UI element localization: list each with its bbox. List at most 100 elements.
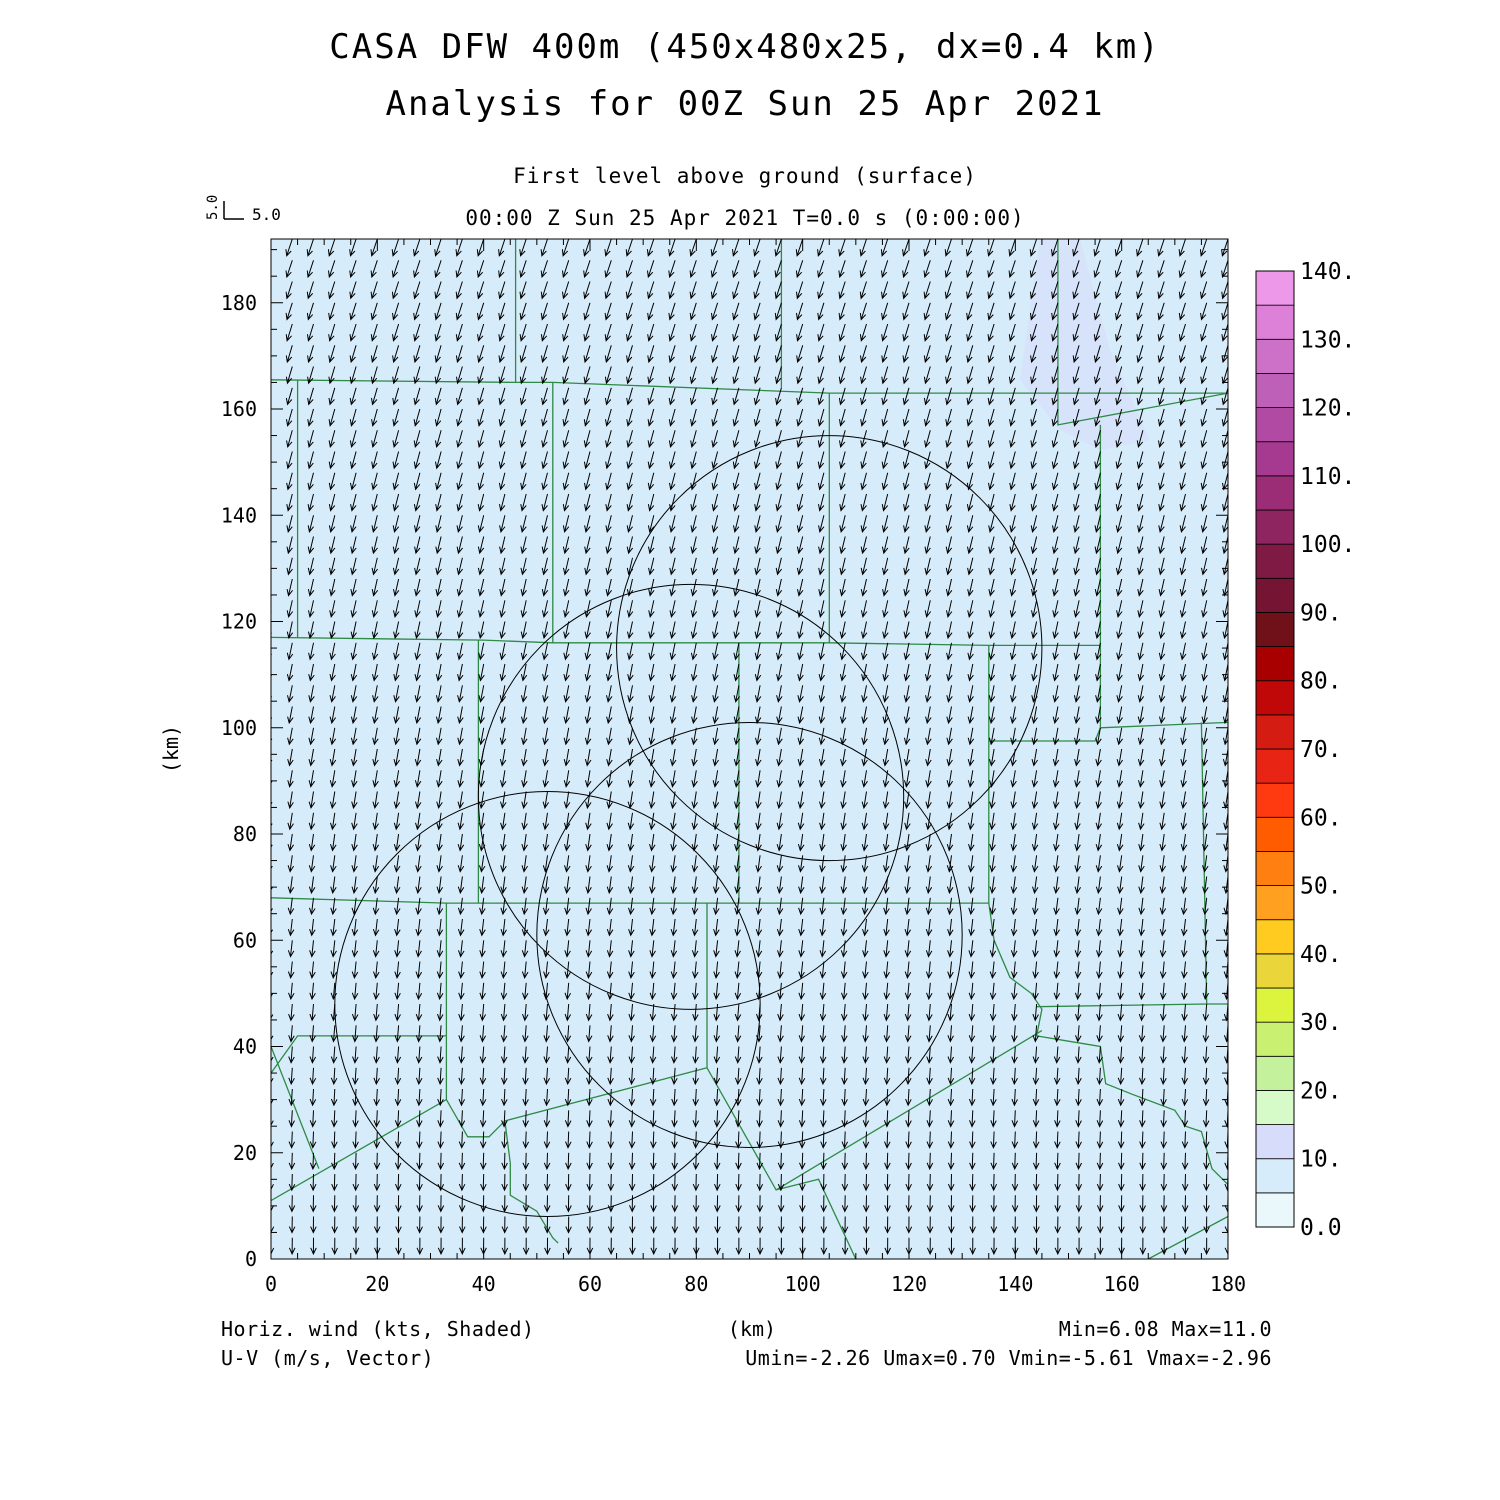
county-line [271,1046,320,1169]
wind-vector [541,600,549,618]
wind-vector [840,876,848,895]
colorbar-segment [1255,270,1295,306]
wind-vector [271,1216,275,1234]
wind-vector [479,982,486,1001]
wind-vector [478,663,485,682]
wind-vector [841,1025,848,1043]
wind-vector [372,855,380,873]
wind-vector [352,1195,360,1213]
wind-vector [861,706,868,725]
wind-vector [1200,302,1208,321]
wind-vector [477,387,485,406]
wind-vector [330,812,337,831]
wind-vector [287,897,295,916]
wind-vector [1075,1152,1083,1171]
wind-vector [1032,897,1039,916]
wind-vector [735,1195,742,1213]
wind-vector [1031,685,1038,703]
wind-vector [882,706,889,725]
wind-vector [413,302,421,321]
wind-vector [818,663,826,682]
wind-vector [1117,1110,1125,1128]
wind-vector [669,600,676,618]
wind-vector [563,748,571,767]
wind-vector [435,557,442,576]
wind-vector [499,621,506,640]
wind-vector [712,642,719,661]
wind-vector [988,557,995,576]
wind-vector [415,812,422,831]
wind-vector [840,833,847,852]
wind-vector [330,982,338,1001]
wind-vector [1053,1025,1061,1043]
range-ring [616,435,1043,862]
wind-vector [883,918,890,937]
wind-vector [271,409,272,411]
wind-vector [1031,727,1038,746]
wind-vector [1178,323,1186,342]
wind-vector [713,1003,720,1022]
wind-vector [755,982,763,1001]
wind-vector [1096,1088,1104,1107]
wind-vector [349,345,357,364]
wind-vector [1033,1173,1040,1192]
colorbar-frame [1255,270,1295,1228]
wind-vector [902,430,910,449]
wind-vector [756,1131,763,1149]
wind-vector [838,387,846,406]
wind-vector [714,1237,721,1256]
wind-vector [565,1152,572,1171]
wind-vector [712,600,719,618]
wind-vector [626,408,633,427]
wind-vector [690,430,697,449]
wind-vector [798,961,805,979]
wind-vector [1010,770,1017,788]
wind-vector [713,982,720,1001]
wind-vector [607,1195,615,1213]
colorbar-segment [1255,475,1295,511]
wind-vector [647,345,655,364]
wind-vector [349,323,357,342]
wind-vector [967,642,974,661]
wind-vector [1159,855,1167,873]
wind-vector [329,578,336,597]
wind-vector [349,260,357,279]
x-tick-label: 60 [578,1272,602,1296]
wind-vector [500,940,508,958]
wind-vector [1072,366,1080,385]
wind-vector [286,515,293,534]
wind-vector [861,897,869,916]
wind-vector [607,1003,614,1022]
wind-vector [712,621,719,640]
wind-vector [903,493,910,512]
wind-vector [1222,515,1228,534]
wind-vector [947,1088,955,1107]
wind-vector [1117,1067,1125,1086]
wind-vector [819,940,827,958]
wind-vector [1095,770,1102,788]
wind-vector [543,1195,551,1213]
wind-vector [393,642,400,661]
wind-vector [271,961,274,977]
wind-vector [691,812,698,831]
wind-vector [1074,770,1081,788]
wind-vector [352,1025,359,1043]
wind-vector [691,663,698,682]
wind-vector [1136,323,1144,342]
wind-vector [543,1025,550,1043]
wind-vector [476,260,485,279]
wind-vector [755,855,762,873]
wind-vector [755,940,763,958]
wind-vector [480,1195,487,1213]
wind-vector [329,770,337,788]
wind-vector [692,982,699,1001]
wind-vector [288,1025,295,1043]
wind-vector [1114,260,1123,279]
wind-vector [755,748,762,767]
wind-vector [413,239,421,257]
colorbar-segment [1255,407,1295,443]
wind-vector [1139,1237,1147,1256]
wind-vector [712,791,720,810]
wind-vector [393,727,400,746]
wind-vector [1160,1131,1168,1149]
